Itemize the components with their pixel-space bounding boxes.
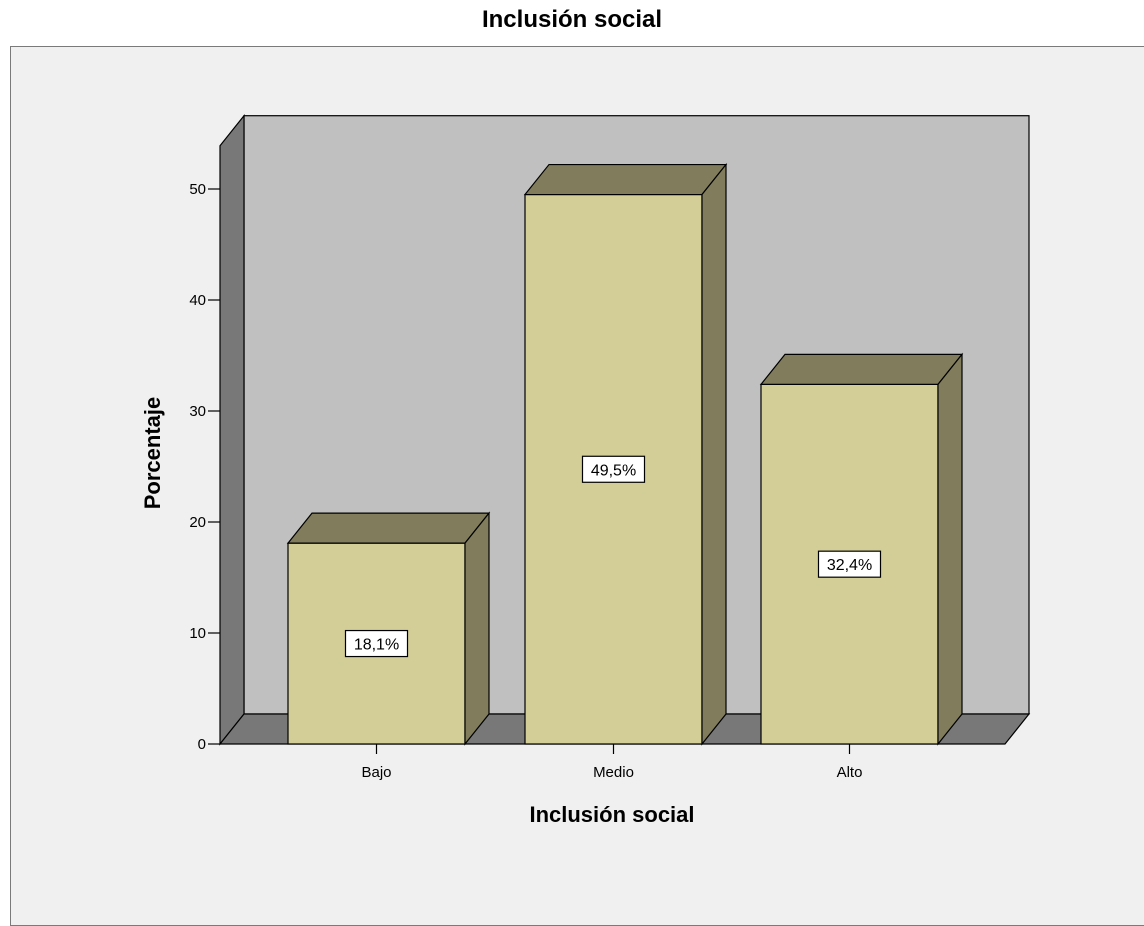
data-label-box	[581, 455, 646, 483]
bar-top	[523, 163, 728, 196]
side-wall	[219, 113, 245, 746]
y-tick-label: 20	[189, 514, 206, 531]
data-label: 32,4%	[827, 557, 872, 574]
bar-top	[286, 512, 491, 544]
data-label-box	[344, 629, 409, 658]
data-label: 49,5%	[591, 462, 636, 479]
y-tick-label: 0	[198, 736, 206, 753]
bar-medio: 49,5%	[523, 162, 728, 746]
x-axis-title: Inclusión social	[529, 802, 694, 827]
y-tick-label: 50	[189, 181, 206, 198]
bar-top	[759, 353, 964, 385]
bar-side	[701, 162, 727, 746]
bar-bajo: 18,1%	[286, 511, 491, 746]
y-axis-title: Porcentaje	[140, 397, 165, 510]
x-tick-label: Medio	[593, 764, 634, 781]
data-label-box	[817, 550, 882, 578]
data-label: 18,1%	[354, 637, 399, 654]
bar-side	[937, 352, 963, 746]
bar-side	[464, 511, 490, 746]
y-tick-label: 10	[189, 625, 206, 642]
bar-chart: 0 10 20 30 40 50 18,1% Bajo 49,5% Medio 32,4% Alto I…	[140, 113, 1031, 827]
y-tick-label: 30	[189, 403, 206, 420]
y-tick-label: 40	[189, 292, 206, 309]
chart-title: Inclusión social	[481, 6, 663, 33]
bar-alto: 32,4%	[759, 352, 964, 746]
x-tick-label: Alto	[837, 764, 863, 781]
x-tick-label: Bajo	[361, 764, 391, 781]
